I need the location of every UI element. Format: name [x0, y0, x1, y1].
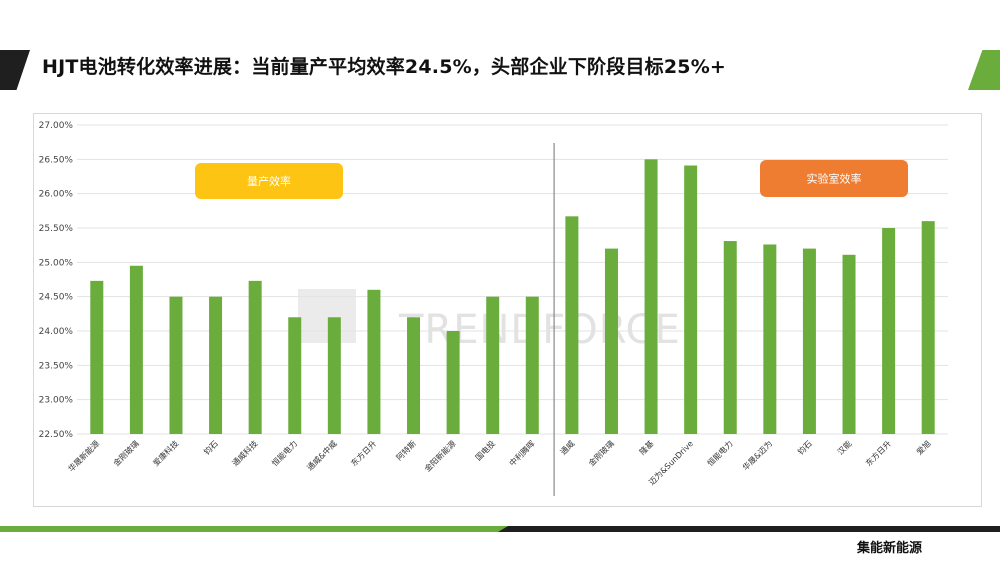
badge-lab-efficiency-label: 实验室效率 [807, 172, 862, 186]
y-tick-label: 22.50% [39, 430, 74, 440]
x-tick-label: 恒能电力 [269, 438, 299, 468]
y-tick-label: 26.50% [39, 155, 74, 165]
bar [525, 296, 539, 434]
y-tick-label: 27.00% [39, 121, 74, 131]
bar [842, 254, 856, 434]
bar [921, 221, 935, 434]
bar [565, 216, 579, 434]
y-tick-label: 25.50% [39, 224, 74, 234]
bar [486, 296, 500, 434]
x-tick-label: 通威科技 [230, 438, 260, 468]
corner-accent-left [0, 50, 30, 90]
x-tick-label: 金刚玻璃 [111, 438, 141, 468]
bar [209, 296, 223, 434]
bottom-bar-green [0, 526, 510, 532]
bar [723, 241, 737, 434]
badge-mass-production [195, 163, 343, 199]
bar [446, 331, 460, 434]
x-tick-label: 通威&中威 [305, 438, 339, 472]
chart-frame: TRENDFORCE 22.50% 23.00% 23.50% 24.00% 24.50%… [33, 113, 982, 507]
bar [604, 248, 618, 434]
x-tick-label: 华晟新能源 [66, 438, 101, 473]
x-tick-label: 钧石 [202, 438, 220, 456]
watermark-logo [298, 289, 356, 343]
source-label: 集能新能源 [857, 541, 923, 556]
x-tick-label: 通威 [558, 438, 576, 456]
bar [802, 248, 816, 434]
x-tick-label: 爱康科技 [151, 438, 181, 468]
bar [367, 289, 381, 434]
x-tick-label: 阿特斯 [394, 438, 418, 462]
bar [248, 280, 262, 434]
x-tick-label: 钧石 [795, 438, 813, 456]
bar [763, 244, 777, 434]
page-title: HJT电池转化效率进展：当前量产平均效率24.5%，头部企业下阶段目标25%+ [42, 56, 727, 78]
x-tick-label: 金阳新能源 [422, 438, 457, 473]
bar [684, 165, 698, 434]
y-tick-label: 26.00% [39, 190, 74, 200]
x-tick-label: 东方日升 [349, 438, 379, 468]
x-tick-label: 汉能 [835, 438, 853, 456]
x-tick-label: 东方日升 [863, 438, 893, 468]
bar [169, 296, 183, 434]
bar [407, 317, 421, 434]
badge-mass-production-label: 量产效率 [247, 174, 291, 188]
bar [327, 317, 341, 434]
x-tick-label: 恒能电力 [705, 438, 735, 468]
y-tick-label: 24.50% [39, 293, 74, 303]
x-tick-label: 爱旭 [914, 438, 932, 456]
y-tick-label: 24.00% [39, 327, 74, 337]
x-tick-label: 金刚玻璃 [586, 438, 616, 468]
bar [129, 265, 143, 434]
bar [288, 317, 302, 434]
y-tick-label: 25.00% [39, 258, 74, 268]
x-tick-label: 中利腾晖 [507, 438, 537, 468]
bar [90, 280, 104, 434]
watermark-text: TRENDFORCE [398, 307, 681, 353]
x-tick-label: 国电投 [473, 438, 497, 462]
y-tick-label: 23.00% [39, 396, 74, 406]
efficiency-bar-chart: TRENDFORCE 22.50% 23.00% 23.50% 24.00% 24.50%… [39, 121, 948, 496]
x-tick-label: 隆基 [637, 438, 655, 456]
corner-accent-right [968, 50, 1000, 90]
bar [882, 228, 896, 434]
y-tick-label: 23.50% [39, 361, 74, 371]
bar [644, 159, 658, 435]
badge-lab-efficiency [760, 160, 908, 197]
x-tick-label: 华晟&迈为 [740, 438, 774, 472]
bottom-bar-dark [498, 526, 1000, 532]
